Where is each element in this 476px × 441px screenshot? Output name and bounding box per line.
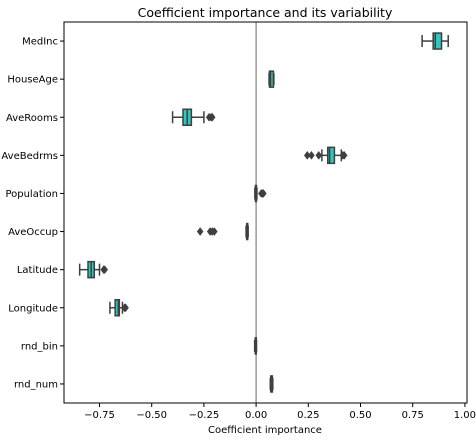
y-tick-label: AveOccup <box>8 227 58 238</box>
x-tick-label: 0.00 <box>245 410 267 421</box>
y-tick-label: AveRooms <box>6 113 58 124</box>
y-tick-label: Longitude <box>8 303 58 314</box>
box-iqr <box>433 33 441 49</box>
y-tick-label: Population <box>5 189 58 200</box>
y-tick-label: rnd_num <box>14 379 58 390</box>
y-tick-label: rnd_bin <box>21 341 58 352</box>
x-tick-label: 1.00 <box>454 410 476 421</box>
x-tick-label: 0.50 <box>349 410 371 421</box>
y-tick-label: MedInc <box>22 37 58 48</box>
y-tick-label: AveBedrms <box>1 151 58 162</box>
y-tick-label: HouseAge <box>7 75 58 86</box>
x-tick-label: −0.50 <box>136 410 167 421</box>
box-iqr <box>328 147 335 163</box>
chart-title: Coefficient importance and its variabili… <box>138 5 393 20</box>
y-tick-label: Latitude <box>17 265 58 276</box>
x-tick-label: 0.75 <box>402 410 424 421</box>
x-tick-label: −0.75 <box>84 410 115 421</box>
x-tick-label: −0.25 <box>189 410 220 421</box>
x-axis-label: Coefficient importance <box>208 425 322 436</box>
x-tick-label: 0.25 <box>297 410 319 421</box>
